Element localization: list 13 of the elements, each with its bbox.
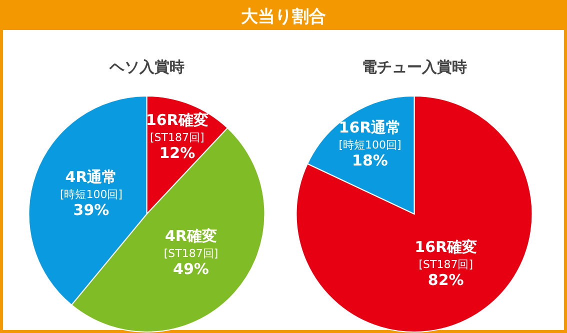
data-label: 49% — [173, 260, 209, 278]
slice-label: 4R通常 [時短100回] — [60, 168, 123, 202]
slice-label: 16R通常 [時短100回] — [338, 118, 402, 152]
text: 大当り割合 — [241, 7, 326, 27]
data-label: 39% — [73, 201, 110, 220]
slice-label: 4R確変 [ST187回] — [164, 227, 218, 260]
slice-label: 16R確変 [ST187回] — [146, 111, 208, 144]
data-label: 18% — [352, 151, 388, 170]
chart-title: ヘソ入賞時 — [108, 58, 184, 76]
data-label: 12% — [159, 144, 196, 162]
slice-label: 16R確変 [ST187回] — [414, 238, 478, 271]
chart-title: 電チュー入賞時 — [362, 58, 467, 76]
data-label: 82% — [428, 270, 464, 289]
